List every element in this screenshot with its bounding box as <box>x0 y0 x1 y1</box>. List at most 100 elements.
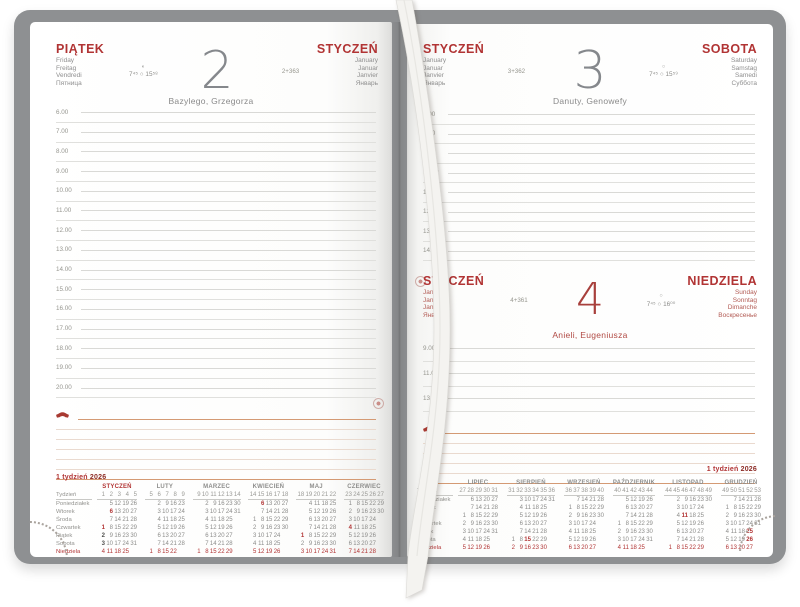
hour-label: 11.00 <box>56 206 72 214</box>
hour-line <box>81 112 376 113</box>
mini-month-name: MAJ <box>309 484 323 490</box>
calendar-day: 20 <box>483 497 490 503</box>
calendar-day: 24 <box>225 509 233 515</box>
calendar-day: 23 <box>532 545 539 551</box>
calendar-day <box>145 500 153 508</box>
calendar-day <box>97 516 105 524</box>
calendar-day: 7 <box>157 541 161 547</box>
calendar-day: 19 <box>638 497 645 503</box>
hour-label: 9.00 <box>56 167 69 175</box>
calendar-day: 12 <box>467 545 474 551</box>
calendar-day: 22 <box>122 525 129 531</box>
week-number: 51 <box>738 488 745 494</box>
calendar-day: 24 <box>589 521 596 527</box>
note-line <box>56 470 376 480</box>
hour-line <box>81 308 376 310</box>
calendar-day: 2 <box>101 533 105 539</box>
calendar-day: 23 <box>638 529 645 535</box>
week-number: 50 <box>730 488 737 494</box>
mini-month-row: 4 11 18 25 <box>145 516 184 524</box>
note-lines <box>56 410 376 480</box>
calendar-day: 5 <box>725 537 729 543</box>
calendar-day: 17 <box>217 509 225 515</box>
hour-row: 14.00 <box>56 266 378 290</box>
week-number: 24 <box>353 492 360 498</box>
calendar-day: 12 <box>257 549 265 555</box>
calendar-day: 27 <box>178 533 185 539</box>
mini-month-name: PAŹDZIERNIK <box>612 480 655 486</box>
calendar-day: 7 <box>576 497 580 503</box>
day-of-year: 4+361 <box>510 296 528 304</box>
calendar-day: 6 <box>261 501 265 507</box>
half-hour-line <box>423 143 755 145</box>
calendar-day: 6 <box>348 541 352 547</box>
hour-grid: 6.00 7.00 8.00 9.00 10.00 11.00 12.00 13.00 14.0… <box>56 108 378 407</box>
mini-month-week-row: 40 41 42 43 44 <box>612 487 655 496</box>
calendar-day: 22 <box>217 549 225 555</box>
mini-month-row: 2 9 16 23 30 <box>664 496 712 504</box>
week-number: 23 <box>345 492 352 498</box>
calendar-day: 23 <box>321 541 329 547</box>
mini-month-name: LIPIEC <box>467 480 489 486</box>
week-number: 39 <box>589 488 596 494</box>
calendar-day: 15 <box>265 517 273 523</box>
calendar-day: 11 <box>258 541 265 547</box>
mini-month-row: 2 9 16 23 30 <box>248 524 288 532</box>
hour-label: 17.00 <box>56 325 72 333</box>
mini-month-name: LISTOPAD <box>672 480 704 486</box>
mini-month-name: STYCZEŃ <box>102 484 132 490</box>
calendar-day: 16 <box>114 533 121 539</box>
name-days: Bazylego, Grzegorza <box>168 96 254 106</box>
calendar-day: 31 <box>548 497 555 503</box>
weekday-block: PIĄTEK Friday Freitag Vendredi Пятница <box>56 42 120 87</box>
hour-label: 19.00 <box>56 364 72 372</box>
calendar-day: 5 <box>462 545 466 551</box>
calendar-day <box>596 536 604 544</box>
week-number: 45 <box>673 488 680 494</box>
day-number: 2 <box>200 41 234 101</box>
calendar-day <box>547 504 555 512</box>
calendar-day: 18 <box>532 505 539 511</box>
calendar-day: 11 <box>210 517 217 523</box>
hour-row: 19.00 <box>56 364 378 388</box>
calendar-day: 1 <box>668 545 672 551</box>
hour-line <box>448 153 755 154</box>
calendar-day: 17 <box>738 521 745 527</box>
calendar-day: 24 <box>369 517 376 523</box>
calendar-day: 25 <box>273 541 281 547</box>
mini-month-row: 1 8 15 22 29 <box>664 544 712 552</box>
calendar-day: 9 <box>213 501 217 507</box>
calendar-day: 30 <box>130 533 137 539</box>
calendar-day: 30 <box>281 525 289 531</box>
calendar-day: 26 <box>273 549 281 555</box>
hour-label: 11.00 <box>423 369 439 377</box>
calendar-day: 11 <box>162 517 169 523</box>
calendar-day <box>564 496 572 504</box>
mini-month-row: 3 10 17 24 <box>248 532 288 540</box>
hour-line <box>81 348 376 350</box>
calendar-day: 9 <box>470 521 474 527</box>
half-hour-line <box>56 200 376 202</box>
sunrise-time: 7⁴⁵ <box>646 300 656 308</box>
calendar-day: 1 <box>348 501 352 507</box>
calendar-day: 9 <box>308 541 313 547</box>
calendar-day <box>97 500 105 508</box>
sunrise-time: 7⁴⁵ <box>649 71 659 78</box>
calendar-day <box>507 504 515 512</box>
calendar-day: 19 <box>532 513 539 519</box>
mini-month-row: 3 10 17 24 <box>564 520 604 528</box>
mini-month-week-row: 36 37 38 39 40 <box>563 487 604 496</box>
mini-month: MAJ 18 19 20 21 22 4 11 18 25 5 12 19 26 6 13 20 27 7 14 21 2… <box>296 484 337 556</box>
week-number: 13 <box>225 492 233 498</box>
mini-month-row: 6 13 20 27 <box>248 500 288 508</box>
calendar-day: 17 <box>630 537 637 543</box>
calendar-day: 18 <box>689 513 696 519</box>
calendar-day: 30 <box>233 501 241 507</box>
mini-month-row: 2 9 16 23 30 <box>458 520 498 528</box>
sunset-time: 15⁵⁸ <box>145 71 158 78</box>
week-number: 47 <box>689 488 696 494</box>
week-number: 52 <box>746 488 753 494</box>
calendar-day: 1 <box>253 517 257 523</box>
hour-line <box>81 230 376 232</box>
month-name: STYCZEŃ <box>423 42 485 56</box>
